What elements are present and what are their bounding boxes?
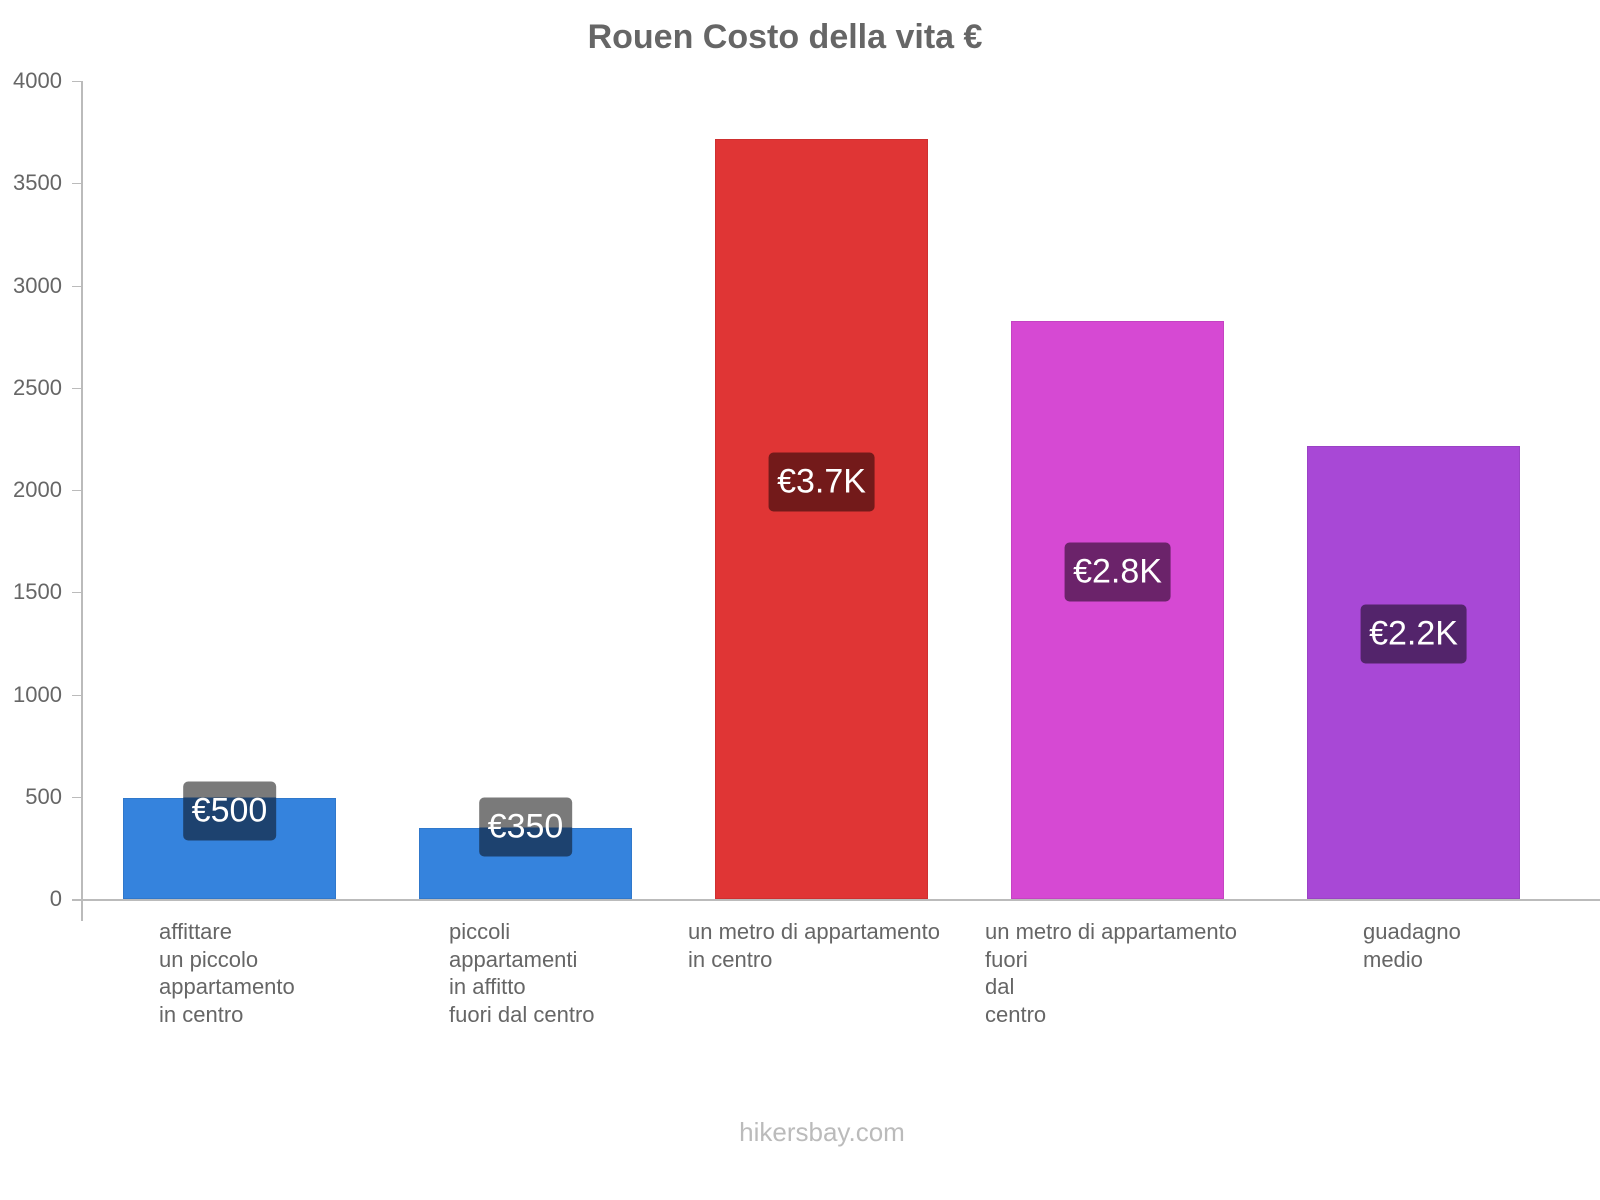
- x-category-label: un metro di appartamento fuori dal centr…: [985, 919, 1237, 1027]
- y-tick-mark: [72, 592, 82, 594]
- x-axis-line: [72, 899, 1600, 901]
- y-axis-line: [81, 81, 83, 921]
- y-tick-label: 4000: [13, 68, 62, 93]
- chart-title: Rouen Costo della vita €: [587, 18, 983, 56]
- source-watermark: hikersbay.com: [739, 1117, 905, 1147]
- y-tick-label: 1000: [13, 681, 62, 707]
- x-category-label: un metro di appartamento in centro: [688, 919, 940, 972]
- bar[interactable]: [1307, 446, 1520, 899]
- bar-value-label: €350: [478, 797, 573, 857]
- bar-value-label: €3.7K: [768, 452, 875, 512]
- y-tick-mark: [72, 694, 82, 696]
- x-category-label: guadagno medio: [1363, 919, 1461, 972]
- y-tick-mark: [72, 81, 82, 82]
- y-tick-label: 500: [25, 783, 62, 809]
- bar[interactable]: [715, 139, 928, 899]
- y-tick-mark: [72, 387, 82, 389]
- bar-value-label: €500: [182, 781, 277, 841]
- y-tick-label: 1500: [13, 579, 62, 605]
- bar-value-label: €2.2K: [1360, 604, 1467, 664]
- y-tick-label: 2000: [13, 477, 62, 502]
- y-tick-label: 3500: [13, 170, 62, 196]
- bar[interactable]: [1011, 321, 1224, 899]
- y-tick-label: 3000: [13, 272, 62, 298]
- y-tick-mark: [72, 490, 82, 491]
- y-tick-mark: [72, 796, 82, 798]
- x-category-label: piccoli appartamenti in affitto fuori da…: [449, 919, 595, 1027]
- y-tick-label: 0: [49, 886, 62, 911]
- y-tick-mark: [72, 285, 82, 287]
- bar-value-label: €2.8K: [1064, 542, 1171, 602]
- y-tick-mark: [72, 183, 82, 185]
- y-tick-label: 2500: [13, 374, 62, 400]
- x-category-label: affittare un piccolo appartamento in cen…: [159, 919, 295, 1027]
